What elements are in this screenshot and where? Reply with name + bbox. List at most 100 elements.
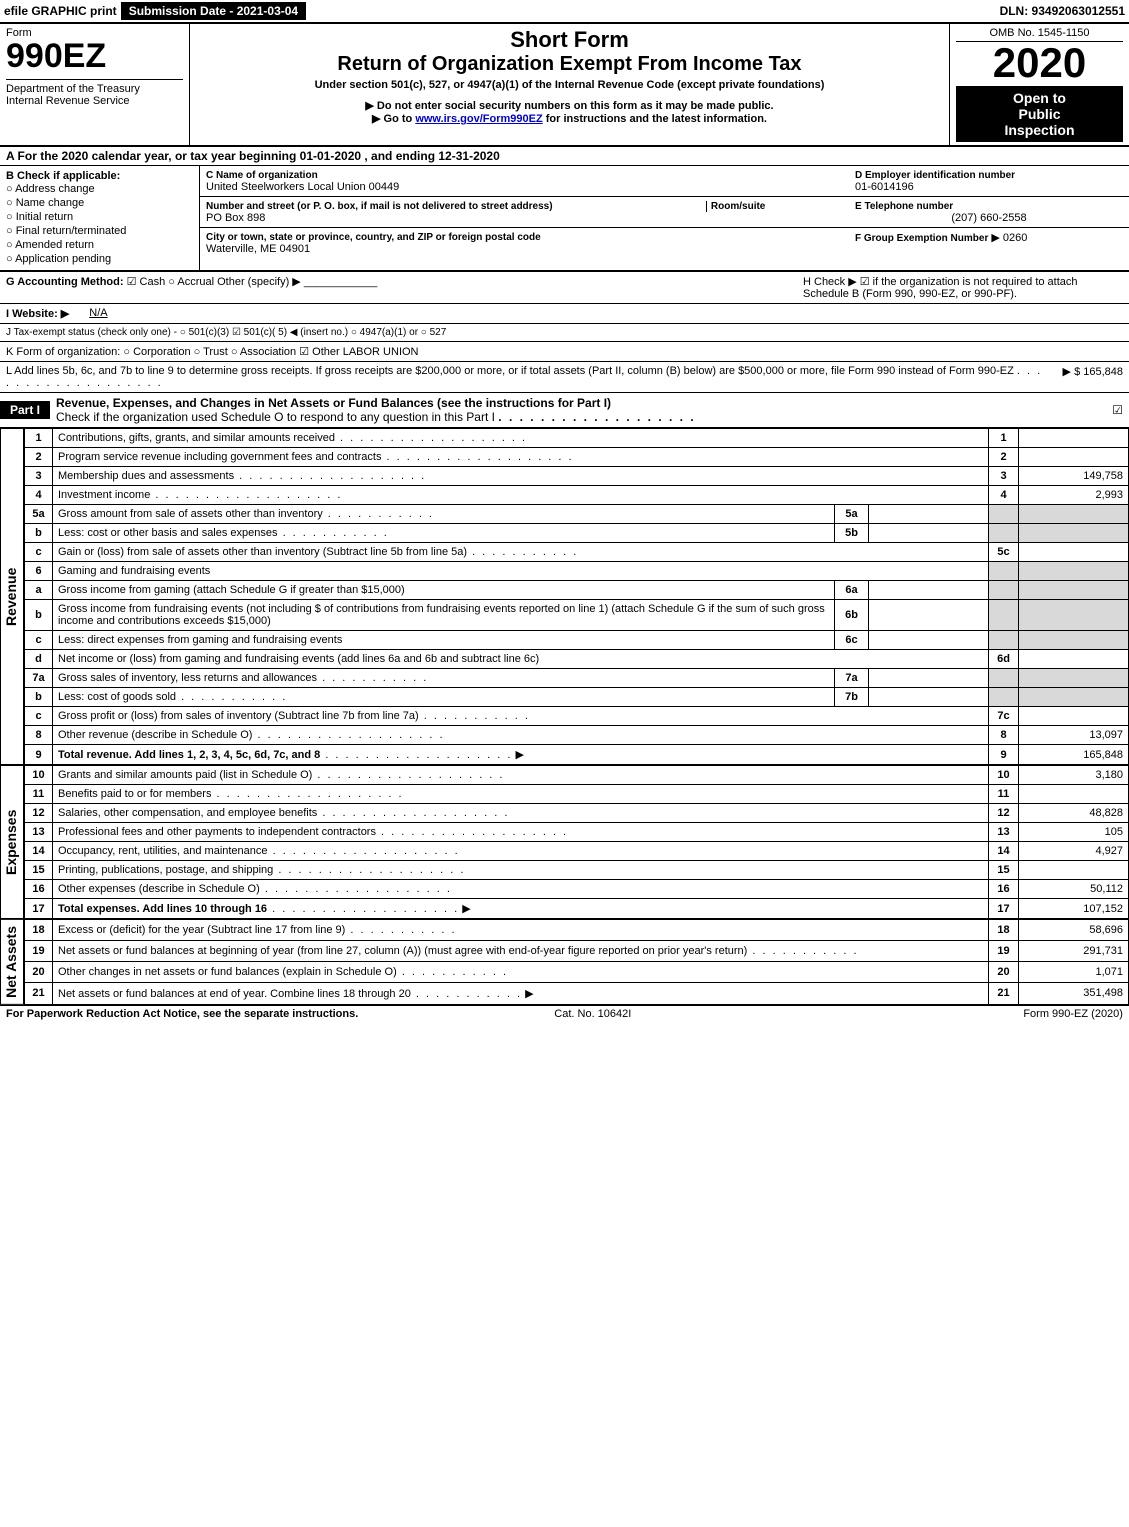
line-14: 14 Occupancy, rent, utilities, and maint… (25, 842, 1129, 861)
netassets-side-label: Net Assets (0, 919, 24, 1005)
line-8-amt: 13,097 (1019, 726, 1129, 745)
line-15-rnum: 15 (989, 861, 1019, 880)
g-cash[interactable]: ☑ Cash (127, 276, 166, 288)
line-5a-innum: 5a (835, 505, 869, 524)
line-21: 21 Net assets or fund balances at end of… (25, 982, 1129, 1004)
part1-title: Revenue, Expenses, and Changes in Net As… (50, 393, 1112, 427)
line-20: 20 Other changes in net assets or fund b… (25, 961, 1129, 982)
line-7b-text: Less: cost of goods sold (58, 691, 287, 703)
line-21-text: Net assets or fund balances at end of ye… (58, 988, 411, 1000)
line-19-rnum: 19 (989, 940, 1019, 961)
e-label: E Telephone number (855, 201, 953, 212)
line-14-text: Occupancy, rent, utilities, and maintena… (58, 845, 460, 857)
line-9-dots (320, 749, 512, 761)
line-8-rnum: 8 (989, 726, 1019, 745)
line-19-dots (747, 945, 858, 957)
dept-label: Department of the Treasury (6, 79, 183, 95)
street-label: Number and street (or P. O. box, if mail… (206, 201, 703, 212)
revenue-section: Revenue 1 Contributions, gifts, grants, … (0, 428, 1129, 765)
g-accrual[interactable]: ○ Accrual (168, 276, 214, 288)
website-row: I Website: ▶ N/A (0, 304, 1129, 324)
street-value: PO Box 898 (206, 212, 265, 224)
header-left: Form 990EZ Department of the Treasury In… (0, 24, 190, 145)
line-5a-inval (869, 505, 989, 524)
line-11: 11 Benefits paid to or for members 11 (25, 785, 1129, 804)
line-10-rnum: 10 (989, 766, 1019, 785)
line-5c-text: Gain or (loss) from sale of assets other… (58, 546, 578, 558)
group-exemption-cell: F Group Exemption Number ▶ 0260 (849, 228, 1129, 247)
line-18: 18 Excess or (deficit) for the year (Sub… (25, 920, 1129, 941)
line-7b-num: b (25, 688, 53, 707)
line-9-num: 9 (25, 745, 53, 765)
line-7a: 7a Gross sales of inventory, less return… (25, 669, 1129, 688)
submission-date-button[interactable]: Submission Date - 2021-03-04 (121, 2, 306, 20)
line-7c-text: Gross profit or (loss) from sales of inv… (58, 710, 530, 722)
line-6b: b Gross income from fundraising events (… (25, 600, 1129, 631)
check-pending[interactable]: Application pending (6, 252, 193, 266)
line-5c: c Gain or (loss) from sale of assets oth… (25, 543, 1129, 562)
k-form-org: K Form of organization: ○ Corporation ○ … (6, 345, 419, 358)
check-amended[interactable]: Amended return (6, 238, 193, 252)
line-6a-innum: 6a (835, 581, 869, 600)
line-17-dots (267, 903, 459, 915)
line-6b-inval (869, 600, 989, 631)
line-1: 1 Contributions, gifts, grants, and simi… (25, 429, 1129, 448)
line-6-amt (1019, 562, 1129, 581)
line-13-rnum: 13 (989, 823, 1019, 842)
line-10-text: Grants and similar amounts paid (list in… (58, 769, 504, 781)
line-12-amt: 48,828 (1019, 804, 1129, 823)
line-6b-innum: 6b (835, 600, 869, 631)
netassets-section: Net Assets 18 Excess or (deficit) for th… (0, 919, 1129, 1005)
line-11-text: Benefits paid to or for members (58, 788, 404, 800)
line-14-num: 14 (25, 842, 53, 861)
line-6c-inval (869, 631, 989, 650)
entity-block: B Check if applicable: Address change Na… (0, 166, 1129, 272)
g-other[interactable]: Other (specify) ▶ (217, 276, 301, 288)
line-1-rnum: 1 (989, 429, 1019, 448)
line-11-rnum: 11 (989, 785, 1019, 804)
line-3: 3 Membership dues and assessments 3 149,… (25, 467, 1129, 486)
line-6: 6 Gaming and fundraising events (25, 562, 1129, 581)
line-6a-rnum (989, 581, 1019, 600)
line-9-arrow: ▶ (515, 749, 523, 761)
part1-header-row: Part I Revenue, Expenses, and Changes in… (0, 393, 1129, 428)
part1-dots (498, 410, 695, 424)
i-label: I Website: ▶ (6, 307, 69, 320)
l-text: L Add lines 5b, 6c, and 7b to line 9 to … (6, 365, 1043, 389)
footer-right: Form 990-EZ (2020) (1023, 1008, 1123, 1020)
line-7c: c Gross profit or (loss) from sales of i… (25, 707, 1129, 726)
check-address[interactable]: Address change (6, 182, 193, 196)
line-13-amt: 105 (1019, 823, 1129, 842)
line-18-text: Excess or (deficit) for the year (Subtra… (58, 924, 345, 936)
tax-year: 2020 (956, 42, 1123, 84)
check-final[interactable]: Final return/terminated (6, 224, 193, 238)
b-label: B Check if applicable: (6, 170, 193, 182)
line-6d-num: d (25, 650, 53, 669)
top-bar: efile GRAPHIC print Submission Date - 20… (0, 0, 1129, 24)
line-16-rnum: 16 (989, 880, 1019, 899)
line-18-rnum: 18 (989, 920, 1019, 941)
line-5a-num: 5a (25, 505, 53, 524)
line-14-rnum: 14 (989, 842, 1019, 861)
line-10: 10 Grants and similar amounts paid (list… (25, 766, 1129, 785)
line-21-dots (411, 988, 522, 1000)
footer-row: For Paperwork Reduction Act Notice, see … (0, 1005, 1129, 1022)
street-cell: Number and street (or P. O. box, if mail… (200, 197, 849, 228)
entity-center: C Name of organization United Steelworke… (200, 166, 849, 270)
efile-label: efile GRAPHIC print (4, 4, 117, 18)
line-12: 12 Salaries, other compensation, and emp… (25, 804, 1129, 823)
f-value: ▶ 0260 (991, 232, 1027, 244)
header-center: Short Form Return of Organization Exempt… (190, 24, 949, 145)
d-label: D Employer identification number (855, 170, 1015, 181)
line-9-rnum: 9 (989, 745, 1019, 765)
check-initial[interactable]: Initial return (6, 210, 193, 224)
part1-check-note: Check if the organization used Schedule … (56, 410, 495, 424)
line-7c-amt (1019, 707, 1129, 726)
irs-link[interactable]: www.irs.gov/Form990EZ (415, 113, 542, 125)
j-status: J Tax-exempt status (check only one) - ○… (6, 327, 446, 338)
line-13-num: 13 (25, 823, 53, 842)
line-5b-num: b (25, 524, 53, 543)
part1-checkbox[interactable]: ☑ (1112, 403, 1129, 417)
line-5b-rnum (989, 524, 1019, 543)
check-name[interactable]: Name change (6, 196, 193, 210)
